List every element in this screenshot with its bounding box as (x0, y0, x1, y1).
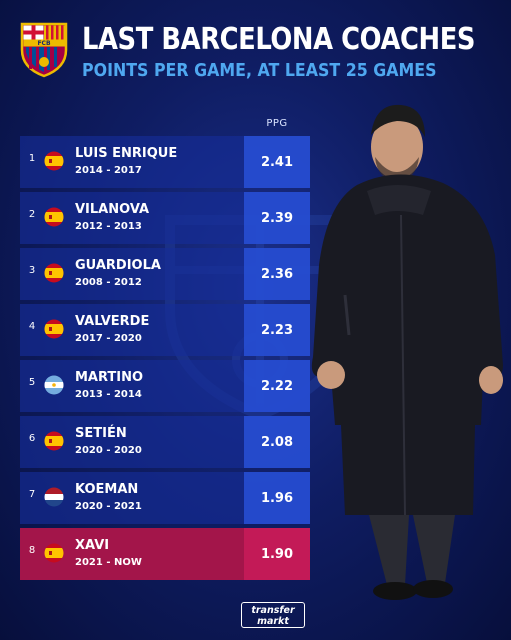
row-rank: 7 (26, 489, 38, 500)
coach-name: SETIÉN (75, 426, 127, 441)
row-rank: 2 (26, 209, 38, 220)
table-row: 8 XAVI 2021 - NOW 1.90 (20, 528, 310, 580)
ppg-column-header: PPG (246, 118, 308, 129)
coach-photo (305, 95, 511, 605)
spain-flag-icon (44, 151, 64, 171)
row-rank: 6 (26, 433, 38, 444)
table-row: 2 VILANOVA 2012 - 2013 2.39 (20, 192, 310, 244)
coach-name: KOEMAN (75, 482, 138, 497)
ppg-value: 2.22 (244, 360, 310, 412)
spain-flag-icon (44, 431, 64, 451)
ppg-value: 2.08 (244, 416, 310, 468)
logo-line-2: markt (242, 616, 304, 627)
transfermarkt-logo: transfer markt (241, 602, 305, 628)
row-rank: 1 (26, 153, 38, 164)
spain-flag-icon (44, 543, 64, 563)
coach-name: MARTINO (75, 370, 143, 385)
coach-years: 2021 - NOW (75, 557, 142, 568)
logo-line-1: transfer (242, 605, 304, 616)
spain-flag-icon (44, 207, 64, 227)
coach-years: 2020 - 2021 (75, 501, 142, 512)
row-rank: 8 (26, 545, 38, 556)
spain-flag-icon (44, 263, 64, 283)
ppg-value: 2.36 (244, 248, 310, 300)
coach-years: 2012 - 2013 (75, 221, 142, 232)
row-rank: 4 (26, 321, 38, 332)
ppg-value: 2.41 (244, 136, 310, 188)
table-row: 7 KOEMAN 2020 - 2021 1.96 (20, 472, 310, 524)
row-rank: 3 (26, 265, 38, 276)
table-row: 6 SETIÉN 2020 - 2020 2.08 (20, 416, 310, 468)
page-title: LAST BARCELONA COACHES (82, 22, 443, 58)
table-row: 4 VALVERDE 2017 - 2020 2.23 (20, 304, 310, 356)
coach-years: 2008 - 2012 (75, 277, 142, 288)
row-rank: 5 (26, 377, 38, 388)
crest-text: FCB (37, 40, 51, 47)
coach-years: 2013 - 2014 (75, 389, 142, 400)
netherlands-flag-icon (44, 487, 64, 507)
spain-flag-icon (44, 319, 64, 339)
coach-years: 2017 - 2020 (75, 333, 142, 344)
ppg-value: 2.23 (244, 304, 310, 356)
table-row: 1 LUIS ENRIQUE 2014 - 2017 2.41 (20, 136, 310, 188)
coach-years: 2020 - 2020 (75, 445, 142, 456)
page-subtitle: POINTS PER GAME, AT LEAST 25 GAMES (82, 60, 452, 81)
coach-name: GUARDIOLA (75, 258, 161, 273)
table-row: 3 GUARDIOLA 2008 - 2012 2.36 (20, 248, 310, 300)
ppg-value: 1.96 (244, 472, 310, 524)
coach-name: VALVERDE (75, 314, 149, 329)
coach-name: LUIS ENRIQUE (75, 146, 177, 161)
coach-years: 2014 - 2017 (75, 165, 142, 176)
coach-name: VILANOVA (75, 202, 149, 217)
coach-name: XAVI (75, 538, 109, 553)
fc-barcelona-crest-icon: FCB (18, 20, 70, 78)
ppg-value: 2.39 (244, 192, 310, 244)
table-row: 5 MARTINO 2013 - 2014 2.22 (20, 360, 310, 412)
ppg-value: 1.90 (244, 528, 310, 580)
argentina-flag-icon (44, 375, 64, 395)
